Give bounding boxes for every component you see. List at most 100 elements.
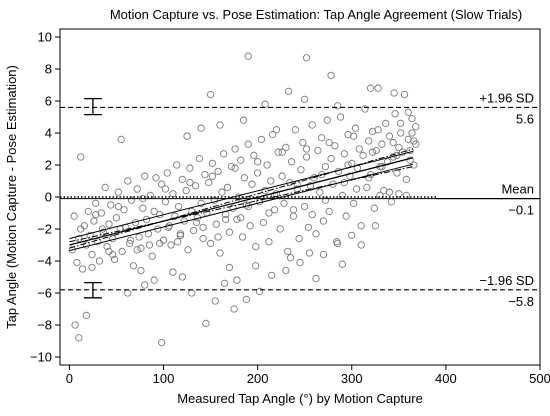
data-point [252,242,260,251]
data-point [120,206,128,214]
data-point [206,90,215,99]
data-point [99,228,107,236]
data-point [400,90,409,99]
data-point [357,222,365,230]
reference-lines [60,106,540,291]
data-point [408,129,416,137]
data-point [259,218,267,227]
data-point [183,132,191,140]
data-point [233,215,241,224]
data-point [387,198,395,206]
data-point [340,150,348,158]
data-point [137,266,145,275]
data-point [348,231,356,240]
upper-loa-name-label: +1.96 SD [479,90,534,105]
data-point [278,172,286,180]
data-point [395,143,403,152]
data-point [233,276,241,284]
data-point [202,319,210,328]
data-point [161,185,170,193]
data-point [301,202,309,211]
regression-fit-line [69,157,414,246]
data-point [280,199,288,208]
data-point [395,190,403,198]
data-point [284,247,292,256]
data-point [296,258,304,267]
data-point [408,114,416,123]
data-point [295,234,303,243]
data-point [370,204,379,212]
data-point [129,262,138,270]
mean-value-label: −0.1 [508,203,534,218]
data-point [317,134,326,142]
data-point [357,241,365,249]
data-point [270,206,279,214]
data-point [191,182,200,190]
data-point [141,281,149,289]
data-point [135,233,143,241]
data-point [302,153,311,161]
data-point [363,183,371,192]
y-tick-label: 2 [45,158,52,173]
data-point [381,119,390,128]
data-point [261,100,269,108]
data-point [316,188,324,196]
data-point [156,239,164,248]
data-point [157,180,166,188]
data-point [365,174,373,182]
data-point [150,276,158,284]
data-point [169,268,177,276]
y-axis-label: Tap Angle (Motion Capture - Pose Estimat… [4,65,19,329]
data-point [331,142,339,150]
data-point [255,287,264,296]
data-point [240,174,249,182]
data-point [397,119,405,128]
data-point [291,126,299,134]
data-point [246,222,254,230]
y-tick-label: 10 [38,30,52,45]
data-point [397,129,405,137]
data-point [176,230,185,238]
data-point [150,207,158,216]
data-point [404,108,412,116]
data-point [124,289,132,297]
data-point [169,190,177,198]
data-point [95,257,104,265]
data-point [336,113,345,121]
data-point [244,52,252,60]
data-point [88,250,96,259]
data-point [333,102,342,110]
y-tick-label: 0 [45,190,52,205]
data-point [173,238,182,246]
scatter-points [68,52,420,347]
x-axis-ticks: 0 100 200 300 400 500 [66,365,550,386]
data-point [221,279,229,288]
data-point [289,212,298,220]
data-point [161,198,170,206]
data-point [329,180,337,188]
data-point [308,121,316,129]
data-point [125,239,134,248]
data-point [314,146,322,155]
data-point [252,262,260,270]
x-tick-label: 400 [435,371,457,386]
y-tick-label: −6 [37,286,52,301]
data-point [355,145,363,153]
regression-pred-low [69,166,414,243]
data-point [253,158,262,166]
data-point [174,202,183,211]
data-point [199,234,207,243]
data-point [265,209,273,217]
data-point [349,199,358,208]
data-point [208,159,217,168]
x-tick-label: 200 [247,371,269,386]
regression-lines [69,148,414,252]
data-point [365,137,373,145]
data-point [78,265,87,273]
data-point [182,186,190,195]
data-point [133,246,141,254]
data-point [73,258,81,267]
y-tick-label: −4 [37,254,52,269]
data-point [372,146,380,155]
